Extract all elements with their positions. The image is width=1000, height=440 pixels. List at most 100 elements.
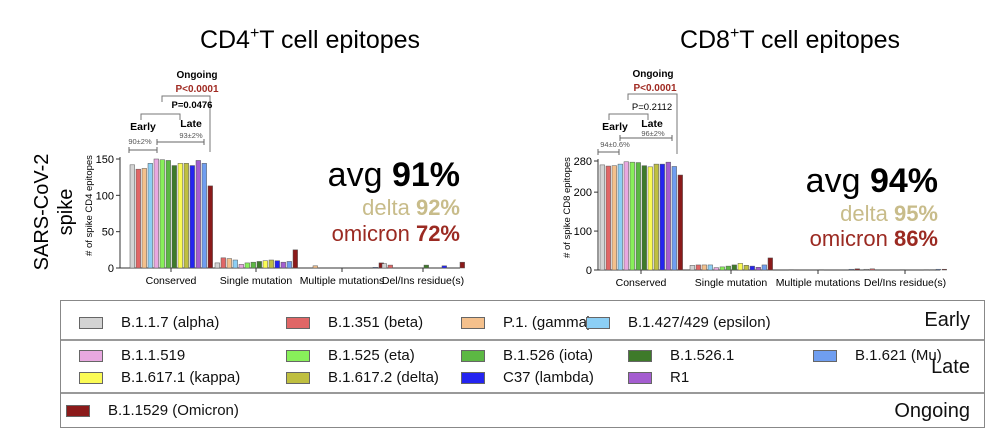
y-axis-label: # of spike CD8 epitopes [562,157,573,258]
summary-omicron: omicron 86% [810,226,938,251]
summary-delta-value: 92% [416,195,460,220]
bar-0-4 [153,158,159,269]
y-tick-label: 100 [574,226,592,238]
legend-label: B.1.621 (Mu) [855,347,942,364]
title-rest: T cell epitopes [739,26,900,54]
legend-swatch [461,371,485,384]
late-percent: 93±2% [179,131,203,140]
y-tick-label: 0 [586,265,592,277]
bar-1-1 [220,257,226,269]
title-rest: T cell epitopes [259,26,420,54]
bar-0-3 [147,163,153,269]
late-range-bar [156,139,205,145]
legend-label: B.1.526 (iota) [503,347,594,364]
x-tick-label: Del/Ins residue(s) [382,275,464,287]
legend-label: B.1.1.7 (alpha) [121,314,220,331]
legend-label: B.1.526.1 [670,347,735,364]
late-label: Late [641,118,663,130]
bar-3-13 [941,268,947,271]
bar-0-4 [623,161,629,271]
bar-3-12 [935,268,941,271]
bar-2-12 [848,268,854,271]
legend-swatch [79,371,103,384]
bar-1-0 [214,262,220,269]
chart-panel-cd8: CD8+T cell epitopes 0 100 200 280# of spike … [562,25,947,289]
legend-label: C37 (lambda) [503,369,594,386]
p-value-early-late: P=0.2112 [632,102,672,113]
title-sup: + [250,25,259,42]
summary-avg-label: avg [806,162,870,200]
bar-3-1 [869,268,875,271]
bar-1-2 [226,258,232,269]
summary-omicron-label: omicron [810,226,894,251]
ongoing-label: Ongoing [632,69,673,80]
late-percent: 96±2% [641,129,665,138]
bar-1-4 [238,264,244,269]
legend-group-label: Ongoing [894,399,970,422]
bar-1-10 [274,260,280,269]
chart-title: CD8+T cell epitopes [680,25,900,54]
legend-label: B.1.427/429 (epsilon) [628,314,771,331]
legend-item: B.1.621 (Mu) [813,347,942,364]
legend-item: B.1.617.2 (delta) [286,369,439,386]
legend-label: B.1.1.519 [121,347,186,364]
legend-label: B.1.617.1 (kappa) [121,369,241,386]
y-tick-label: 280 [574,156,592,168]
row-label: SARS-CoV-2 spike [31,154,77,271]
bar-1-6 [725,265,731,271]
bar-2-13 [854,268,860,271]
bar-1-9 [268,259,274,269]
bar-0-1 [605,165,611,271]
p-value-ongoing: P<0.0001 [633,83,677,94]
legend-item: B.1.351 (beta) [286,314,423,331]
y-tick-label: 150 [96,154,114,166]
title-main: CD8 [680,26,730,54]
legend-item: C37 (lambda) [461,369,594,386]
legend-swatch [66,404,90,417]
legend-swatch [461,349,485,362]
legend-item: B.1.1.7 (alpha) [79,314,219,331]
bar-0-12 [671,166,677,271]
legend-swatch [286,371,310,384]
bar-0-7 [641,165,647,271]
legend-item: B.1.1529 (Omicron) [66,402,239,419]
bar-2-2 [312,265,318,269]
y-tick-label: 200 [574,187,592,199]
bar-3-1 [387,264,393,269]
bar-1-12 [286,261,292,269]
summary-avg: avg 91% [328,156,460,194]
bar-3-0 [381,263,387,269]
legend-item: P.1. (gamma) [461,314,592,331]
legend-swatch [286,316,310,329]
bar-1-9 [743,265,749,271]
p-value-ongoing: P<0.0001 [175,84,219,95]
bar-0-9 [183,163,189,269]
summary-omicron-label: omicron [332,221,416,246]
bar-0-8 [177,163,183,269]
legend-swatch [461,316,485,329]
bar-2-12 [372,267,378,269]
bar-3-0 [863,268,869,271]
y-tick-label: 100 [96,190,114,202]
bar-3-10 [441,265,447,269]
legend-swatch [628,349,652,362]
bar-1-10 [749,265,755,271]
bar-1-11 [755,267,761,271]
bar-0-11 [195,160,201,269]
legend-swatch [79,316,103,329]
summary-avg-value: 94% [870,162,938,200]
summary-omicron-value: 72% [416,221,460,246]
bar-0-5 [629,161,635,271]
bar-1-8 [737,263,743,271]
summary-omicron-value: 86% [894,226,938,251]
legend-item: B.1.526.1 [628,347,734,364]
x-tick-label: Multiple mutations [300,275,385,287]
bar-0-0 [129,164,135,269]
early-range-bar [128,147,158,153]
legend-swatch [79,349,103,362]
bar-0-11 [665,161,671,271]
legend-item: B.1.427/429 (epsilon) [586,314,771,331]
early-percent: 94±0.6% [600,140,630,149]
summary-avg: avg 94% [806,162,938,200]
